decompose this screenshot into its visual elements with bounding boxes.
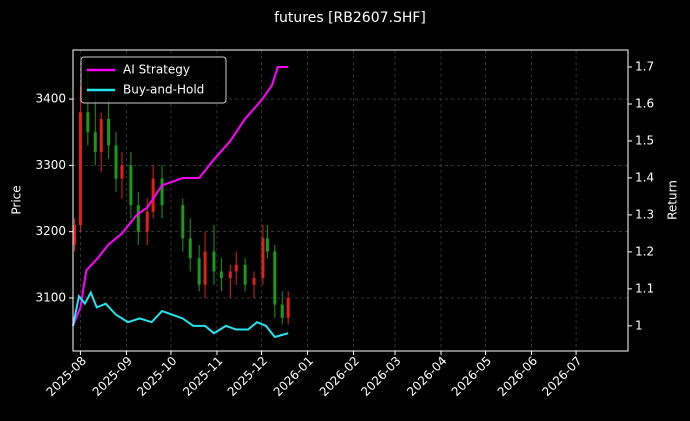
candle-body	[234, 264, 238, 272]
candle-body	[120, 165, 124, 179]
chart-title: futures [RB2607.SHF]	[274, 10, 426, 26]
candle-body	[273, 251, 277, 305]
y2-tick-label: 1.3	[635, 207, 654, 221]
y-tick-label: 3300	[35, 158, 66, 172]
series-line	[72, 290, 289, 339]
candle-body	[93, 132, 97, 153]
y2-axis-label: Return	[666, 180, 680, 220]
legend-label: Buy-and-Hold	[123, 83, 204, 97]
y-tick-label: 3400	[35, 92, 66, 106]
y2-tick-label: 1	[635, 318, 643, 332]
candle-body	[280, 304, 284, 318]
candle-body	[265, 238, 269, 252]
candle-body	[203, 251, 207, 285]
candle-body	[136, 205, 140, 232]
candle-body	[78, 112, 82, 226]
y-tick-label: 3100	[35, 290, 66, 304]
candle-body	[72, 225, 76, 245]
candle-body	[212, 251, 216, 272]
candle-body	[145, 211, 149, 232]
candle-body	[99, 118, 103, 153]
y2-tick-label: 1.1	[635, 281, 654, 295]
candle-body	[188, 238, 192, 259]
candle-body	[181, 205, 185, 239]
candle-body	[261, 238, 265, 279]
candle-body	[252, 278, 256, 285]
candle-body	[160, 178, 164, 206]
plot-frame	[72, 49, 629, 352]
candle-body	[129, 165, 133, 206]
candle-body	[219, 271, 223, 279]
candle-body	[286, 297, 290, 318]
y-axis-label: Price	[10, 185, 24, 214]
candle-body	[114, 145, 118, 179]
legend-box	[80, 56, 227, 104]
candle-body	[197, 258, 201, 285]
y2-tick-label: 1.4	[635, 170, 654, 184]
y2-tick-label: 1.2	[635, 244, 654, 258]
candle-body	[228, 271, 232, 279]
candle-body	[107, 118, 111, 146]
legend-label: AI Strategy	[123, 63, 190, 77]
y2-tick-label: 1.6	[635, 96, 654, 110]
y-tick-label: 3200	[35, 224, 66, 238]
candle-body	[243, 264, 247, 285]
series-line	[72, 66, 289, 327]
candle-body	[151, 178, 155, 212]
candle-body	[86, 112, 90, 133]
y2-tick-label: 1.5	[635, 133, 654, 147]
y2-tick-label: 1.7	[635, 60, 654, 74]
